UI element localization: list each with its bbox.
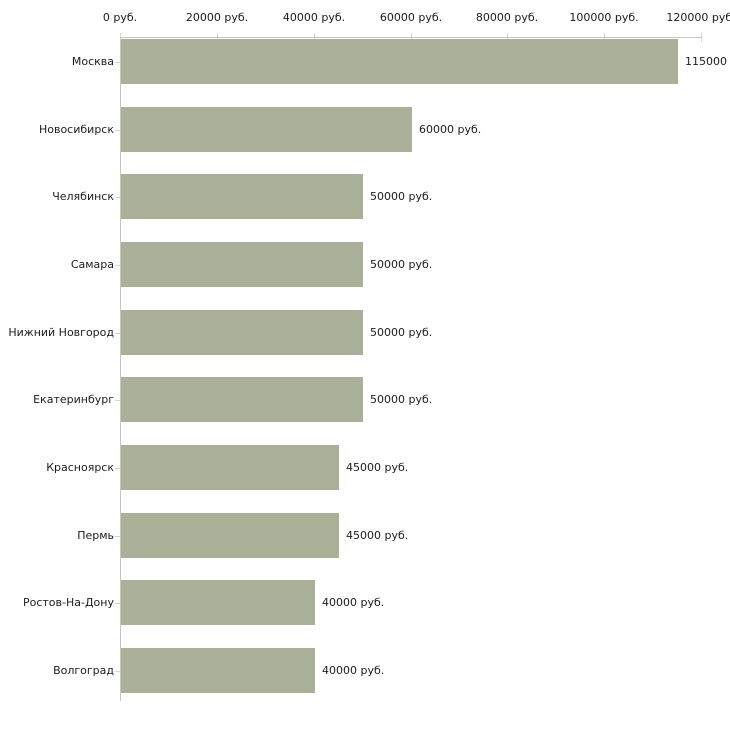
x-axis-tick-label: 60000 руб. [379, 11, 443, 24]
value-label: 40000 руб. [322, 664, 385, 677]
value-label: 60000 руб. [419, 123, 482, 136]
bar [121, 580, 315, 625]
category-tick-mark [115, 468, 120, 469]
y-axis-line [120, 37, 121, 701]
category-tick-mark [115, 671, 120, 672]
category-tick-mark [115, 130, 120, 131]
bar [121, 648, 315, 693]
x-axis-tick-label: 120000 руб. [666, 11, 730, 24]
category-tick-mark [115, 197, 120, 198]
category-label: Волгоград [53, 664, 114, 677]
bar [121, 107, 412, 152]
category-label: Челябинск [52, 190, 114, 203]
bar [121, 445, 339, 490]
x-axis-tick-label: 80000 руб. [475, 11, 539, 24]
value-label: 115000 руб. [685, 55, 730, 68]
bar [121, 310, 363, 355]
value-label: 50000 руб. [370, 190, 433, 203]
category-tick-mark [115, 265, 120, 266]
bar [121, 39, 678, 84]
category-label: Ростов-На-Дону [22, 596, 114, 609]
x-axis-tick-label: 20000 руб. [185, 11, 249, 24]
value-label: 50000 руб. [370, 326, 433, 339]
value-label: 50000 руб. [370, 258, 433, 271]
value-label: 50000 руб. [370, 393, 433, 406]
category-label: Екатеринбург [33, 393, 114, 406]
category-tick-mark [115, 400, 120, 401]
value-label: 45000 руб. [346, 529, 409, 542]
category-tick-mark [115, 603, 120, 604]
value-label: 45000 руб. [346, 461, 409, 474]
category-label: Нижний Новгород [8, 326, 114, 339]
bar [121, 513, 339, 558]
category-label: Самара [70, 258, 114, 271]
bar [121, 174, 363, 219]
bar [121, 242, 363, 287]
x-axis-line [120, 37, 702, 38]
category-label: Москва [71, 55, 114, 68]
category-label: Пермь [77, 529, 114, 542]
category-tick-mark [115, 333, 120, 334]
x-axis-tick-label: 0 руб. [102, 11, 138, 24]
category-label: Красноярск [46, 461, 114, 474]
category-label: Новосибирск [38, 123, 114, 136]
x-axis-tick-label: 100000 руб. [569, 11, 639, 24]
bar [121, 377, 363, 422]
category-tick-mark [115, 62, 120, 63]
value-label: 40000 руб. [322, 596, 385, 609]
category-tick-mark [115, 536, 120, 537]
x-axis-tick-label: 40000 руб. [282, 11, 346, 24]
